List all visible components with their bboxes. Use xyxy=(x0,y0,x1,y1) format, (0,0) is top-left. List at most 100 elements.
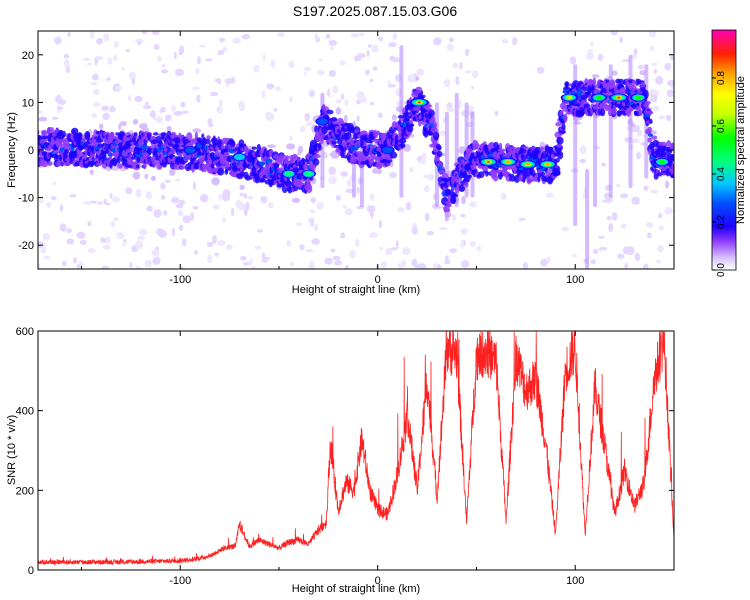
noise-speck xyxy=(113,217,119,222)
ridge-cell xyxy=(647,137,653,143)
ridge-cell xyxy=(318,142,322,150)
noise-speck xyxy=(232,37,241,44)
ridge-cell xyxy=(71,127,79,135)
ridge-cell xyxy=(329,118,337,122)
ridge-cell xyxy=(179,165,186,170)
noise-speck xyxy=(658,212,663,219)
noise-speck xyxy=(254,245,262,250)
noise-speck xyxy=(57,106,64,111)
ridge-cell xyxy=(79,146,84,150)
noise-speck xyxy=(142,105,152,110)
noise-speck xyxy=(649,31,657,38)
noise-speck xyxy=(115,86,123,91)
colorbar-tick-label: 0.0 xyxy=(716,263,727,277)
noise-speck xyxy=(303,72,307,76)
noise-speck xyxy=(643,263,649,269)
noise-speck xyxy=(314,33,319,42)
noise-speck xyxy=(365,69,370,76)
noise-speck xyxy=(340,232,346,238)
ridge-cell xyxy=(389,151,398,159)
noise-speck xyxy=(306,121,315,127)
ridge-cell xyxy=(430,126,438,134)
noise-speck xyxy=(388,84,397,88)
spectrogram-hotspots xyxy=(183,93,670,178)
noise-speck xyxy=(448,37,454,43)
noise-speck xyxy=(125,48,131,53)
noise-speck xyxy=(424,212,430,222)
noise-speck xyxy=(328,69,336,77)
noise-speck xyxy=(590,259,597,265)
noise-speck xyxy=(231,207,235,217)
ridge-cell xyxy=(564,81,570,88)
noise-speck xyxy=(105,202,111,206)
noise-speck xyxy=(261,252,265,259)
noise-speck xyxy=(96,38,104,45)
noise-speck xyxy=(103,32,110,42)
ridge-cell xyxy=(651,135,658,140)
noise-speck xyxy=(414,263,419,269)
noise-speck xyxy=(379,246,384,250)
noise-speck xyxy=(222,46,228,52)
ridge-cell xyxy=(670,154,674,162)
ridge-cell xyxy=(117,163,123,169)
noise-speck xyxy=(385,247,393,256)
ridge-cell xyxy=(58,156,63,162)
noise-speck xyxy=(161,194,166,200)
noise-speck xyxy=(650,45,654,52)
noise-speck xyxy=(611,70,618,76)
noise-speck xyxy=(87,248,96,253)
noise-speck xyxy=(109,105,116,113)
hotspot xyxy=(506,160,511,164)
noise-speck xyxy=(659,115,665,120)
noise-speck xyxy=(134,95,143,103)
noise-speck xyxy=(129,261,133,269)
noise-speck xyxy=(388,42,397,48)
ridge-cell-bright xyxy=(258,161,266,166)
noise-speck xyxy=(650,89,660,95)
noise-speck xyxy=(633,48,638,56)
noise-speck xyxy=(387,79,391,89)
noise-speck xyxy=(332,255,341,261)
noise-speck xyxy=(405,202,412,211)
noise-speck xyxy=(433,37,442,46)
ridge-cell xyxy=(638,109,643,116)
ridge-cell xyxy=(88,161,95,168)
noise-speck xyxy=(288,96,294,103)
x-tick-label: 0 xyxy=(375,274,381,286)
noise-speck xyxy=(87,62,92,66)
noise-speck xyxy=(111,167,119,171)
noise-speck xyxy=(310,197,317,204)
noise-speck xyxy=(192,86,200,91)
noise-speck xyxy=(261,90,266,99)
ridge-cell xyxy=(669,142,674,150)
noise-speck xyxy=(266,83,275,90)
noise-speck xyxy=(239,184,245,190)
noise-speck xyxy=(198,44,206,48)
noise-speck xyxy=(316,69,325,76)
noise-speck xyxy=(391,114,397,121)
noise-speck xyxy=(308,262,316,269)
y-tick-label: 200 xyxy=(16,485,34,497)
noise-speck xyxy=(76,231,86,239)
noise-speck xyxy=(178,224,184,231)
noise-speck xyxy=(253,64,260,73)
noise-speck xyxy=(135,240,144,250)
noise-speck xyxy=(372,66,378,71)
noise-speck xyxy=(92,89,101,94)
ridge-cell xyxy=(632,79,636,87)
ridge-cell xyxy=(132,136,137,143)
noise-speck xyxy=(182,215,191,224)
noise-speck xyxy=(369,193,375,201)
noise-speck xyxy=(171,227,175,237)
noise-speck xyxy=(101,265,110,269)
noise-speck xyxy=(192,181,196,190)
noise-speck xyxy=(469,201,477,208)
noise-speck xyxy=(245,201,250,211)
noise-speck xyxy=(59,204,64,212)
ridge-cell xyxy=(239,167,243,173)
noise-speck xyxy=(286,240,291,247)
noise-speck xyxy=(381,261,387,269)
noise-speck xyxy=(277,32,285,38)
ridge-cell xyxy=(670,174,674,178)
noise-speck xyxy=(411,226,417,232)
